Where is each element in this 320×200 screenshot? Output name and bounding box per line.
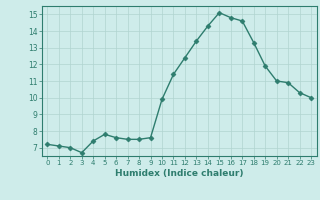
X-axis label: Humidex (Indice chaleur): Humidex (Indice chaleur)	[115, 169, 244, 178]
